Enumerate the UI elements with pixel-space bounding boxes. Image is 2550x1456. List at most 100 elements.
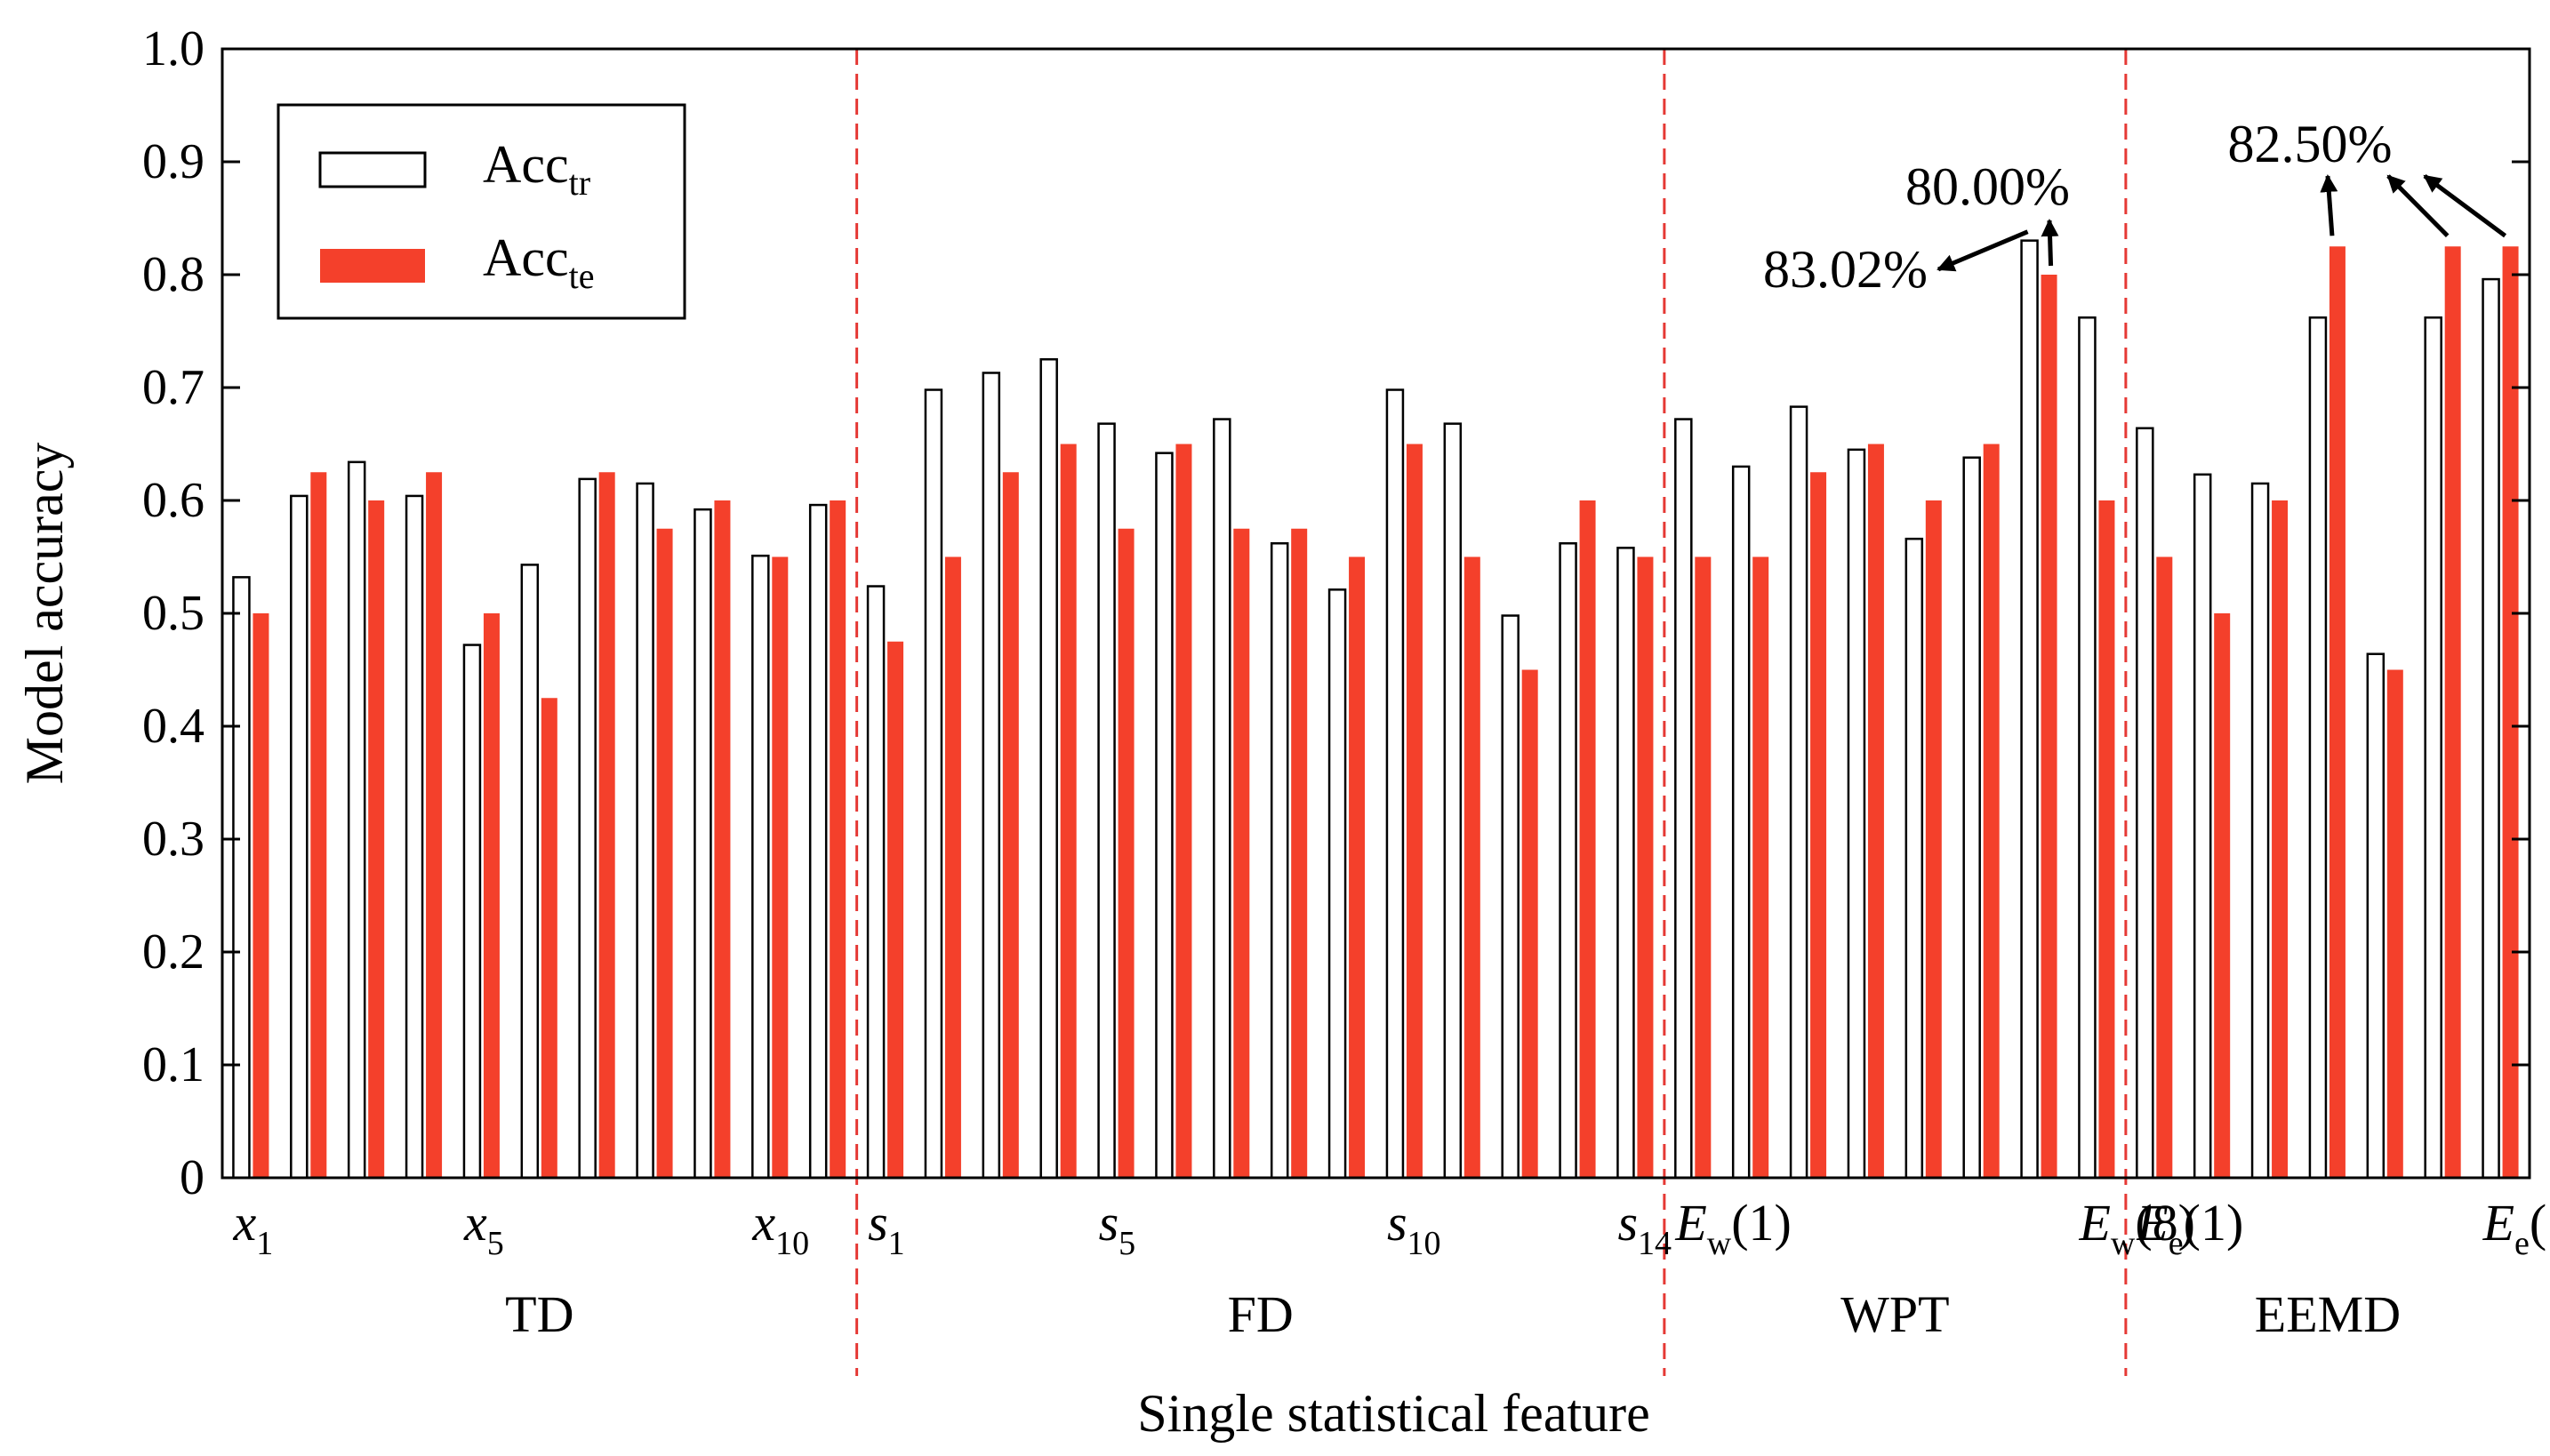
annotation-arrow [2423,173,2507,238]
bar-test [2444,246,2461,1178]
bar-test [2156,556,2173,1178]
bar-train [2020,239,2039,1180]
bar-test [426,472,443,1178]
x-tick-label: Ee(7) [2482,1194,2550,1262]
bar-train [808,503,828,1180]
bar-train [866,585,886,1180]
bar-test [1175,444,1192,1178]
bar-test [944,556,961,1178]
bars-layer [232,239,2519,1180]
bar-train [1155,452,1174,1180]
bar-test [772,556,789,1178]
x-tick-label: x1 [232,1194,273,1262]
legend-label-train-sub: tr [569,163,590,203]
bar-train [1962,456,1981,1180]
bar-test [830,500,846,1178]
group-label: WPT [1840,1285,1949,1343]
bar-test [2386,669,2403,1178]
bar-test [2098,500,2115,1178]
bar-test [1925,500,1942,1178]
bar-train [2193,473,2212,1180]
y-tick-label: 0.3 [142,812,204,867]
bar-train [1097,422,1116,1180]
annotation-arrow [1937,229,2029,272]
bar-train [462,644,482,1180]
bar-test [714,500,731,1178]
bar-train [1327,588,1347,1180]
x-tick-label: s14 [1617,1194,1672,1262]
bar-train [2250,482,2270,1180]
bar-test [1521,669,1538,1178]
bar-train [232,576,251,1180]
y-tick-label: 0.7 [142,360,204,415]
legend: Acctr Accte [277,103,686,320]
bar-train [1270,542,1289,1180]
legend-label-train: Acctr [483,135,590,203]
y-tick-label: 0.1 [142,1037,204,1092]
bar-train [290,494,309,1180]
annotations: 83.02% 80.00% 82.50% [1763,115,2507,299]
annotation-eemd-test: 82.50% [2228,115,2393,173]
bar-test [1233,528,1250,1178]
y-tick-label: 0 [180,1150,204,1205]
bar-train [2078,316,2097,1180]
bar-test [1463,556,1480,1178]
y-tick-label: 1.0 [142,21,204,76]
x-axis-title: Single statistical feature [1137,1384,1649,1443]
bar-train [1847,448,1866,1180]
bar-train [1213,418,1231,1180]
bar-test [1579,500,1596,1178]
annotation-arrow [2320,174,2338,236]
annotation-arrow [2386,174,2450,238]
y-tick-label: 0.2 [142,924,204,980]
bar-train [1731,465,1751,1180]
annotation-train-max: 83.02% [1763,240,1928,299]
bar-test [2272,500,2289,1178]
bar-train [1443,422,1463,1180]
bar-train [982,372,1001,1180]
bar-test [1406,444,1423,1178]
x-tick-label: s10 [1387,1194,1441,1262]
legend-swatch-train [318,151,427,188]
bar-test [656,528,673,1178]
x-tick-label: Ew(8) [2078,1194,2195,1262]
bar-train [924,388,943,1180]
x-tick-label: s5 [1099,1194,1136,1262]
bar-train [1385,388,1405,1180]
bar-test [2214,613,2231,1178]
y-tick-label: 0.8 [142,247,204,302]
bar-train [694,508,712,1180]
bar-train [1039,358,1058,1180]
group-dividers [855,49,2128,1376]
legend-label-test-base: Acc [483,228,569,287]
bar-train [1616,547,1635,1180]
legend-label-train-base: Acc [483,135,569,194]
group-label: TD [505,1285,573,1343]
y-tick-label: 0.4 [142,699,204,754]
x-tick-label: Ee(1) [2136,1194,2243,1262]
annotation-arrow [2041,219,2059,267]
bar-test [1867,444,1884,1178]
bar-train [1674,418,1693,1180]
bar-train [405,494,424,1180]
bar-train [2308,316,2328,1180]
bar-test [2329,246,2346,1178]
bar-test [1118,528,1135,1178]
x-tick-label: Ew(1) [1674,1194,1792,1262]
y-axis-title: Model accuracy [15,443,74,785]
bar-train [2366,652,2386,1180]
y-axis: 0 0.1 0.2 0.3 0.4 0.5 0.6 0.7 0.8 0.9 1.0 [142,21,2530,1205]
bar-test [598,472,615,1178]
bar-test [541,698,557,1178]
y-tick-label: 0.9 [142,134,204,189]
bar-test [1291,528,1308,1178]
bar-test [368,500,385,1178]
bar-train [1501,614,1520,1180]
bar-test [1349,556,1366,1178]
legend-label-test-sub: te [569,256,595,296]
bar-test [253,613,269,1178]
bar-test [1752,556,1769,1178]
legend-swatch-test [320,249,425,283]
